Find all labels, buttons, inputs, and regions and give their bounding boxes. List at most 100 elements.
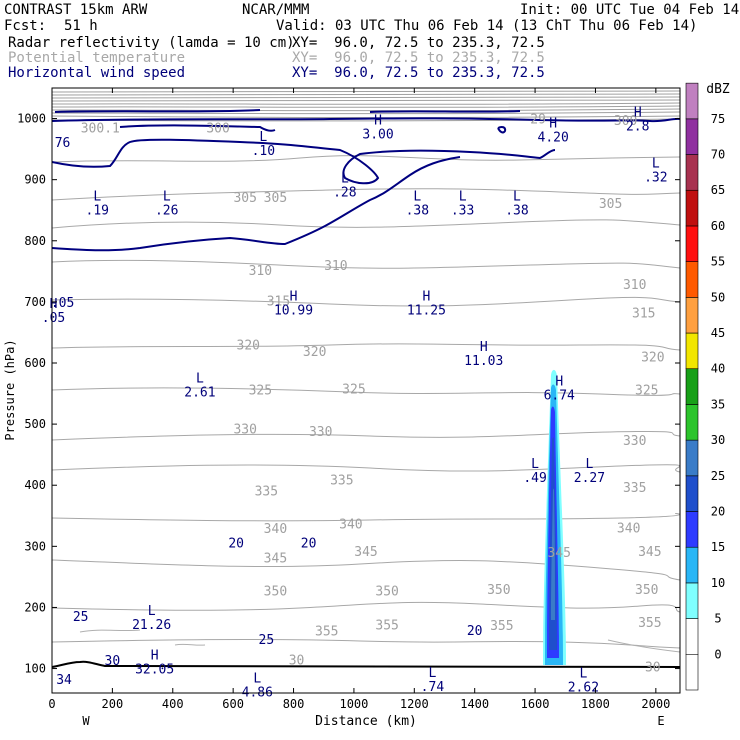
wind-label: 20 bbox=[228, 537, 244, 552]
extremum-low: L21.26 bbox=[132, 604, 171, 633]
colorbar-swatch bbox=[685, 404, 699, 441]
colorbar-swatch bbox=[685, 118, 699, 155]
extremum-value: .38 bbox=[406, 203, 429, 218]
theta-label: 300 bbox=[614, 114, 637, 129]
y-tick-label: 500 bbox=[24, 417, 46, 431]
wind-label: 25 bbox=[259, 633, 275, 648]
y-tick-label: 1000 bbox=[17, 112, 46, 126]
colorbar-label: 45 bbox=[711, 326, 725, 340]
theta-label: 305 bbox=[264, 191, 287, 206]
extremum-value: .05 bbox=[42, 311, 65, 326]
extremum-value: .26 bbox=[155, 203, 178, 218]
theta-label: 340 bbox=[339, 518, 362, 533]
extremum-letter: H bbox=[634, 106, 642, 121]
x-tick-label: 200 bbox=[102, 697, 124, 711]
extremum-value: 2.61 bbox=[184, 386, 215, 401]
extremum-low: L.33 bbox=[451, 189, 474, 218]
theta-label: 325 bbox=[249, 383, 272, 398]
colorbar-swatch bbox=[685, 546, 699, 584]
extremum-value: .33 bbox=[451, 203, 474, 218]
extremum-low: L.26 bbox=[155, 189, 178, 218]
theta-label: 315 bbox=[632, 306, 655, 321]
theta-label: 345 bbox=[264, 551, 287, 566]
extremum-high: H6.74 bbox=[544, 375, 575, 404]
extrema-label-layer: L4.86L.74L2.62H32.05L21.26L.49L2.27L2.61… bbox=[42, 106, 668, 701]
extremum-letter: L bbox=[429, 666, 437, 681]
valid-time: Valid: 03 UTC Thu 06 Feb 14 (13 ChT Thu … bbox=[276, 18, 698, 34]
extremum-value: 32.05 bbox=[135, 662, 174, 677]
extremum-letter: H bbox=[549, 117, 557, 132]
theta-label: 345 bbox=[547, 546, 570, 561]
x-tick-label: 0 bbox=[48, 697, 55, 711]
y-tick-label: 600 bbox=[24, 356, 46, 370]
field-xy-wind: XY= 96.0, 72.5 to 235.3, 72.5 bbox=[292, 65, 545, 81]
colorbar-label: 75 bbox=[711, 112, 725, 126]
y-axis: 100 200 300 400 500 600 700 800 900 1000 bbox=[17, 112, 680, 676]
extremum-letter: L bbox=[652, 156, 660, 171]
colorbar-label: 70 bbox=[711, 148, 725, 162]
extremum-low: L.19 bbox=[86, 189, 109, 218]
extremum-value: .19 bbox=[86, 203, 109, 218]
field-name-wind: Horizontal wind speed bbox=[8, 65, 186, 81]
extremum-letter: L bbox=[253, 672, 261, 687]
center-label: NCAR/MMM bbox=[242, 2, 310, 18]
extremum-high: H3.00 bbox=[362, 114, 393, 143]
theta-label: 310 bbox=[324, 259, 347, 274]
extremum-high: H.05 bbox=[42, 297, 65, 326]
extremum-value: .28 bbox=[333, 186, 356, 201]
theta-label: 300 bbox=[206, 122, 229, 137]
wind-label: 20 bbox=[467, 624, 483, 639]
extremum-letter: H bbox=[422, 290, 430, 305]
colorbar-swatch bbox=[685, 297, 699, 334]
colorbar-swatch bbox=[685, 654, 699, 691]
colorbar-label: 25 bbox=[711, 469, 725, 483]
extremum-letter: H bbox=[290, 290, 298, 305]
theta-contours bbox=[52, 155, 680, 649]
colorbar-label: 10 bbox=[711, 576, 725, 590]
extremum-low: L2.61 bbox=[184, 372, 215, 401]
colorbar-label: 20 bbox=[711, 505, 725, 519]
reflectivity-25dbz bbox=[551, 488, 555, 620]
terrain-line bbox=[52, 660, 680, 668]
colorbar-label: 15 bbox=[711, 540, 725, 554]
extremum-high: H2.8 bbox=[626, 106, 649, 135]
extremum-value: 4.20 bbox=[538, 131, 569, 146]
colorbar-swatch bbox=[685, 439, 699, 477]
extremum-letter: L bbox=[93, 189, 101, 204]
extremum-high: H4.20 bbox=[538, 117, 569, 146]
extremum-low: L.74 bbox=[421, 666, 445, 695]
colorbar-label: 65 bbox=[711, 183, 725, 197]
colorbar-label: 0 bbox=[714, 647, 721, 661]
x-tick-label: 1200 bbox=[400, 697, 429, 711]
x-axis: 0 200 400 600 800 1000 1200 1400 1600 1800 2000 bbox=[48, 88, 670, 711]
field-xy-reflectivity: XY= 96.0, 72.5 to 235.3, 72.5 bbox=[292, 35, 545, 51]
extremum-low: L.38 bbox=[406, 189, 429, 218]
x-axis-label: Distance (km) bbox=[315, 714, 417, 729]
field-xy-theta: XY= 96.0, 72.5 to 235.3, 72.5 bbox=[292, 50, 545, 66]
x-tick-label: 1000 bbox=[339, 697, 368, 711]
extremum-value: 10.99 bbox=[274, 304, 313, 319]
theta-label: 305 bbox=[599, 197, 622, 212]
extremum-high: H10.99 bbox=[274, 290, 313, 319]
extremum-letter: L bbox=[586, 457, 594, 472]
wind-contours bbox=[52, 109, 680, 252]
x-tick-label: 800 bbox=[283, 697, 305, 711]
extremum-letter: L bbox=[531, 457, 539, 472]
colorbar-label: 30 bbox=[711, 433, 725, 447]
extremum-letter: H bbox=[374, 114, 382, 129]
colorbar-label: 60 bbox=[711, 219, 725, 233]
extremum-value: 6.74 bbox=[544, 389, 575, 404]
extremum-low: L.49 bbox=[523, 457, 546, 486]
extremum-value: .38 bbox=[505, 203, 528, 218]
y-axis-label: Pressure (hPa) bbox=[3, 339, 17, 440]
theta-label: 335 bbox=[623, 481, 646, 496]
theta-label: 335 bbox=[330, 474, 353, 489]
theta-label: 355 bbox=[315, 625, 338, 640]
theta-label: 29 bbox=[530, 113, 546, 128]
y-tick-label: 800 bbox=[24, 234, 46, 248]
extremum-low: L4.86 bbox=[242, 672, 273, 701]
extremum-value: 3.00 bbox=[362, 128, 393, 143]
field-name-theta: Potential temperature bbox=[8, 50, 186, 66]
extremum-letter: H bbox=[480, 340, 488, 355]
